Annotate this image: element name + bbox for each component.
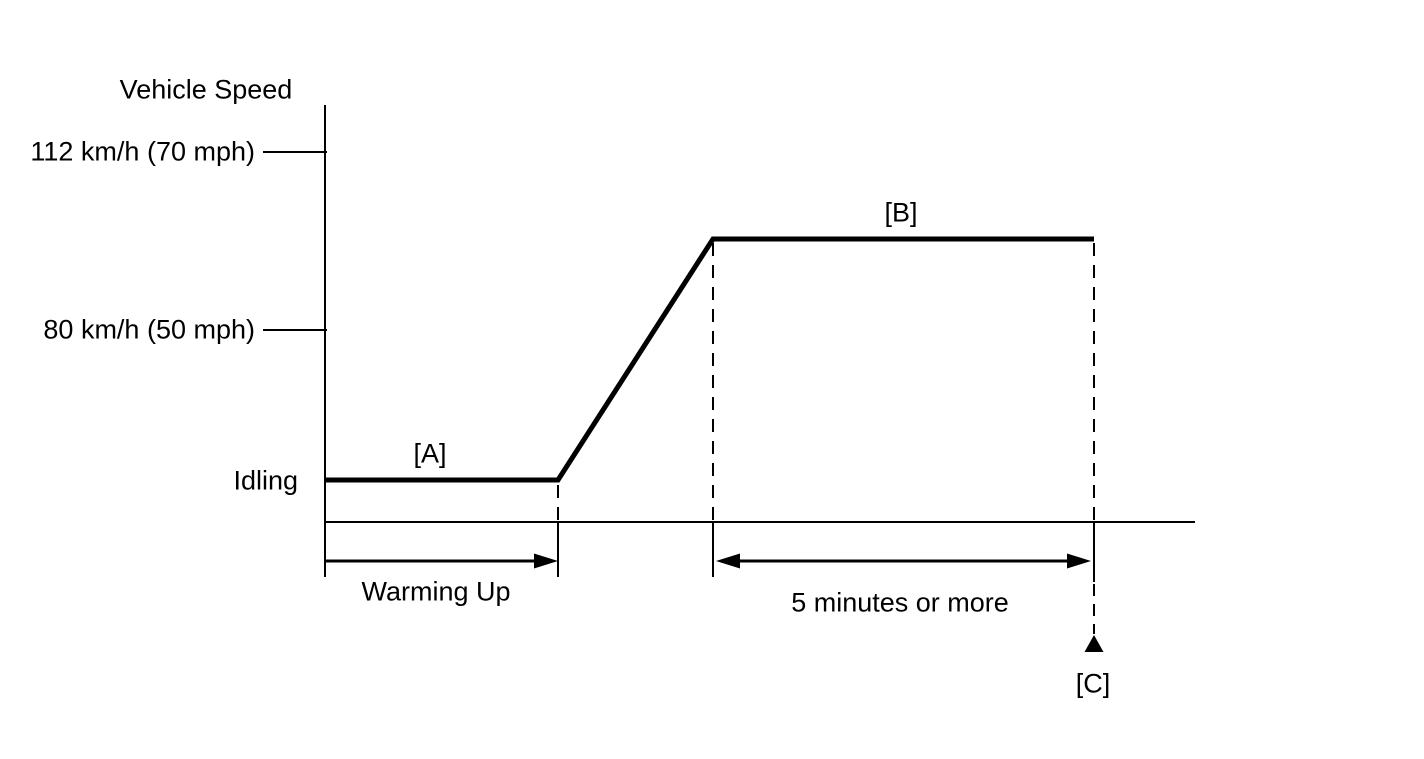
- segment-a-label: [A]: [413, 438, 447, 469]
- warming-up-arrowhead-right-icon: [534, 553, 558, 569]
- marker-c-label: [C]: [1075, 668, 1111, 699]
- marker-c-up-arrowhead-icon: [1084, 635, 1104, 652]
- five-minutes-arrowhead-left-icon: [716, 553, 740, 569]
- segment-b-label: [B]: [884, 197, 918, 228]
- five-minutes-arrowhead-right-icon: [1067, 553, 1091, 569]
- five-minutes-label: 5 minutes or more: [791, 587, 1009, 618]
- y-label-idling: Idling: [233, 465, 298, 496]
- y-label-112kmh: 112 km/h (70 mph): [30, 136, 255, 167]
- y-axis-title: Vehicle Speed: [119, 74, 293, 105]
- speed-profile-line: [325, 236, 1094, 483]
- y-label-80kmh: 80 km/h (50 mph): [43, 314, 255, 345]
- warming-up-label: Warming Up: [361, 576, 511, 607]
